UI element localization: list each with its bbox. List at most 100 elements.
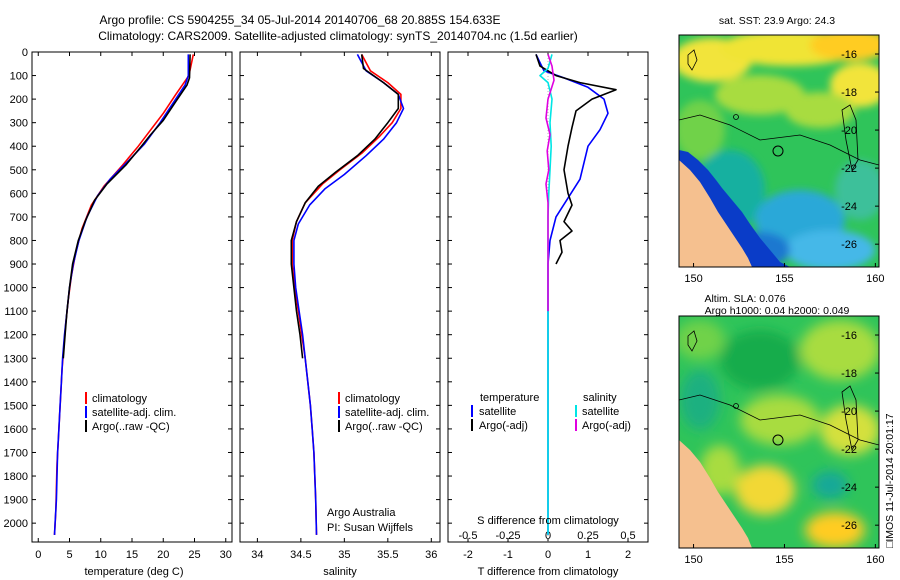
x-tick-label: 35 xyxy=(338,549,350,561)
temperature-plot: 0100200300400500600700800900100011001200… xyxy=(4,47,233,578)
map-x-tick-label: 155 xyxy=(775,554,793,566)
sla-map-title-line1: Altim. SLA: 0.076 xyxy=(704,293,785,305)
sla-map-float-marker xyxy=(772,434,784,446)
sst-map-reef-small xyxy=(687,49,698,71)
sla-map-frame xyxy=(678,315,880,549)
map-y-tick-label: -18 xyxy=(841,87,857,99)
y-tick-label: 400 xyxy=(10,141,28,153)
y-tick-label: 100 xyxy=(10,71,28,83)
sla-map-land xyxy=(679,440,752,548)
sla-map-title-line2: Argo h1000: 0.04 h2000: 0.049 xyxy=(705,305,850,317)
legend-label-satellite: satellite-adj. clim. xyxy=(345,407,429,419)
series-line-argo-raw-qc xyxy=(62,54,191,359)
map-y-tick-label: -22 xyxy=(841,444,857,456)
x2-tick-label: 0.25 xyxy=(577,530,598,542)
salinity-xlabel: salinity xyxy=(323,566,357,578)
sla-map-ticks: 150 155 160 -16 -18 -20 -22 -24 -26 xyxy=(684,330,884,566)
y-tick-label: 1600 xyxy=(4,424,28,436)
y-tick-label: 1100 xyxy=(4,306,28,318)
legend-label-t-argo: Argo(-adj) xyxy=(479,420,528,432)
x-tick-label: 35.5 xyxy=(377,549,398,561)
map-y-tick-label: -20 xyxy=(841,125,857,137)
sst-map-title: sat. SST: 23.9 Argo: 24.3 xyxy=(719,15,835,27)
y-tick-label: 500 xyxy=(10,165,28,177)
difference-xlabel-salinity: S difference from climatology xyxy=(477,515,619,527)
map-x-tick-label: 160 xyxy=(866,273,884,285)
salinity-annotation-line2: PI: Susan Wijffels xyxy=(327,522,413,534)
temperature-legend: climatology satellite-adj. clim. Argo(..… xyxy=(85,392,176,433)
sla-map-isobath xyxy=(679,394,879,446)
sla-map-reef xyxy=(841,385,859,452)
salinity-plot-ticks: 34 34.5 35 35.5 36 xyxy=(240,51,440,561)
sst-map-land xyxy=(679,160,752,267)
difference-plot: -2 -1 0 1 2-0.5 -0.25 0 0.25 0.5 temperature sal… xyxy=(447,51,649,578)
y-tick-label: 1800 xyxy=(4,471,28,483)
x-tick-label: 0 xyxy=(35,549,41,561)
y-tick-label: 700 xyxy=(10,212,28,224)
legend-label-argo: Argo(..raw -QC) xyxy=(345,421,423,433)
temperature-xlabel: temperature (deg C) xyxy=(84,566,183,578)
legend-label-t-satellite: satellite xyxy=(479,406,516,418)
series-line-t-satellite xyxy=(535,54,609,535)
x-tick-label: 34 xyxy=(251,549,263,561)
series-line-argo-raw-qc xyxy=(290,54,400,359)
legend-label-climatology: climatology xyxy=(92,393,148,405)
y-tick-label: 600 xyxy=(10,188,28,200)
x-tick-label: -2 xyxy=(463,549,473,561)
sla-map: Altim. SLA: 0.076 Argo h1000: 0.04 h2000… xyxy=(678,293,885,566)
figure-subtitle: Climatology: CARS2009. Satellite-adjuste… xyxy=(98,29,578,43)
map-x-tick-label: 150 xyxy=(684,273,702,285)
difference-legend: temperature salinity satellite Argo(-adj… xyxy=(471,392,631,432)
legend-label-s-argo: Argo(-adj) xyxy=(582,420,631,432)
y-tick-label: 1400 xyxy=(4,377,28,389)
salinity-annotation-line1: Argo Australia xyxy=(327,507,396,519)
temperature-plot-frame xyxy=(31,51,233,543)
y-tick-label: 800 xyxy=(10,235,28,247)
series-line-climatology xyxy=(53,54,195,535)
legend-label-climatology: climatology xyxy=(345,393,401,405)
x-tick-label: -1 xyxy=(503,549,513,561)
sla-map-island xyxy=(733,403,739,409)
map-y-tick-label: -26 xyxy=(841,520,857,532)
temperature-plot-ticks: 0100200300400500600700800900100011001200… xyxy=(4,47,232,561)
map-y-tick-label: -16 xyxy=(841,330,857,342)
x2-tick-label: -0.5 xyxy=(459,530,478,542)
sst-map-frame xyxy=(678,34,880,268)
x-tick-label: 5 xyxy=(66,549,72,561)
y-tick-label: 1700 xyxy=(4,447,28,459)
y-tick-label: 300 xyxy=(10,118,28,130)
sst-map-isobath xyxy=(679,114,879,166)
difference-xlabel-temperature: T difference from climatology xyxy=(478,566,619,578)
temperature-plot-lines xyxy=(53,54,195,535)
salinity-legend: climatology satellite-adj. clim. Argo(..… xyxy=(338,392,429,433)
sst-map: sat. SST: 23.9 Argo: 24.3 xyxy=(678,15,885,285)
legend-title-salinity: salinity xyxy=(583,392,617,404)
sla-map-reef-small xyxy=(687,330,698,352)
map-y-tick-label: -24 xyxy=(841,482,857,494)
x-tick-label: 15 xyxy=(126,549,138,561)
x-tick-label: 2 xyxy=(625,549,631,561)
x-tick-label: 10 xyxy=(95,549,107,561)
series-line-satellite-adj-clim xyxy=(293,54,405,535)
map-y-tick-label: -18 xyxy=(841,368,857,380)
x-tick-label: 25 xyxy=(188,549,200,561)
salinity-plot-frame xyxy=(239,51,441,543)
series-line-satellite-adj-clim xyxy=(53,54,190,535)
x-tick-label: 34.5 xyxy=(290,549,311,561)
series-line-s-satellite xyxy=(539,54,553,535)
y-tick-label: 900 xyxy=(10,259,28,271)
map-x-tick-label: 160 xyxy=(866,554,884,566)
series-line-s-argo-adj xyxy=(545,54,555,312)
x-tick-label: 20 xyxy=(157,549,169,561)
sst-map-ticks: 150 155 160 -16 -18 -20 -22 -24 -26 xyxy=(684,49,884,285)
figure-title: Argo profile: CS 5904255_34 05-Jul-2014 … xyxy=(100,13,501,27)
y-tick-label: 1900 xyxy=(4,495,28,507)
salinity-plot-lines xyxy=(290,54,405,535)
legend-label-s-satellite: satellite xyxy=(582,406,619,418)
y-tick-label: 1000 xyxy=(4,283,28,295)
y-tick-label: 1200 xyxy=(4,330,28,342)
y-tick-label: 2000 xyxy=(4,518,28,530)
legend-label-argo: Argo(..raw -QC) xyxy=(92,421,170,433)
legend-label-satellite: satellite-adj. clim. xyxy=(92,407,176,419)
